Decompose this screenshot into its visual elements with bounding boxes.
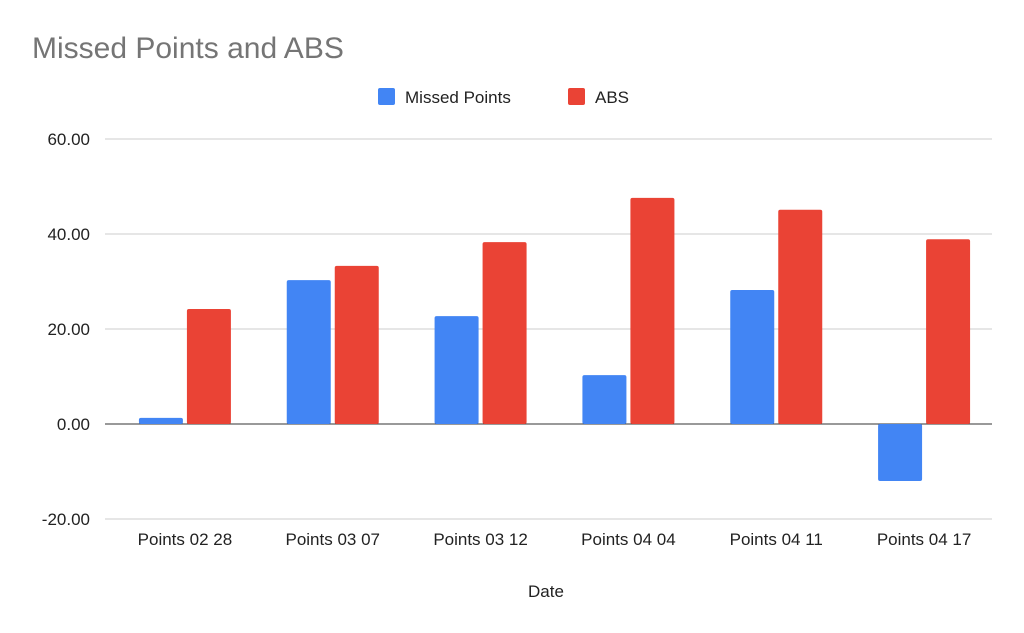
x-tick-label: Points 04 11 xyxy=(730,530,823,549)
bars xyxy=(138,197,971,481)
x-axis-ticks: Points 02 28 Points 03 07 Points 03 12 Poin… xyxy=(138,530,972,549)
bar-abs xyxy=(186,309,231,424)
legend: Missed Points ABS xyxy=(378,88,629,107)
legend-swatch xyxy=(378,88,395,105)
bar-missed-points xyxy=(434,316,479,424)
y-tick-label: 0.00 xyxy=(57,415,90,434)
legend-swatch xyxy=(568,88,585,105)
x-axis-label: Date xyxy=(528,582,564,601)
bar-abs xyxy=(778,209,823,424)
bar-missed-points xyxy=(582,375,627,424)
x-tick-label: Points 02 28 xyxy=(138,530,233,549)
x-tick-label: Points 03 07 xyxy=(285,530,380,549)
bar-missed-points xyxy=(730,290,775,424)
bar-abs xyxy=(926,239,971,424)
chart-title: Missed Points and ABS xyxy=(32,32,344,65)
bar-missed-points xyxy=(878,424,923,481)
x-tick-label: Points 04 17 xyxy=(877,530,972,549)
bar-abs xyxy=(334,265,379,424)
bar-missed-points xyxy=(286,280,331,424)
y-tick-label: 20.00 xyxy=(47,320,90,339)
bar-missed-points xyxy=(138,417,183,424)
y-tick-label: -20.00 xyxy=(42,510,90,529)
bar-abs xyxy=(630,197,675,424)
x-tick-label: Points 04 04 xyxy=(581,530,676,549)
y-tick-label: 40.00 xyxy=(47,225,90,244)
legend-label: ABS xyxy=(595,88,629,107)
y-tick-label: 60.00 xyxy=(47,130,90,149)
legend-label: Missed Points xyxy=(405,88,511,107)
bar-abs xyxy=(482,242,527,424)
gridlines: -20.00 0.00 20.00 40.00 60.00 xyxy=(42,130,992,529)
x-tick-label: Points 03 12 xyxy=(433,530,528,549)
